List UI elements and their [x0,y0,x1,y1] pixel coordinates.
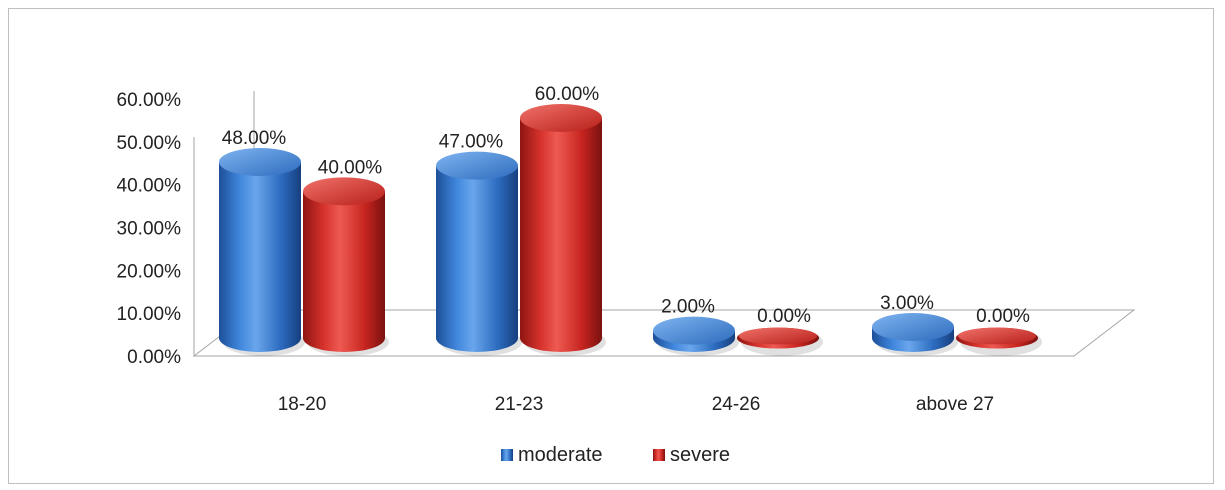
x-tick-label: 21-23 [495,394,544,415]
data-label: 47.00% [439,132,504,153]
y-tick-label: 40.00% [117,176,182,197]
legend-label: moderate [518,444,603,466]
bars [219,104,1042,356]
data-label: 2.00% [661,297,715,318]
y-tick-label: 30.00% [117,219,182,240]
legend: moderate severe [501,444,730,466]
bar-severe-21-23 [520,104,606,356]
bar-severe-above-27 [956,327,1042,356]
data-label: 3.00% [880,293,934,314]
data-label: 48.00% [222,128,287,149]
y-tick-label: 20.00% [117,261,182,282]
data-label: 60.00% [535,84,600,105]
y-tick-label: 10.00% [117,304,182,325]
bar-moderate-above-27 [872,313,958,356]
y-tick-label: 60.00% [117,90,182,111]
legend-swatch [501,449,513,461]
y-tick-label: 0.00% [127,347,181,368]
data-labels: 48.00% 40.00% 47.00% 60.00% 2.00% 0.00% 3.00% 0… [222,84,1030,327]
x-tick-label: above 27 [916,394,994,415]
data-label: 40.00% [318,157,383,178]
bar-moderate-18-20 [219,148,305,356]
bar-severe-24-26 [737,327,823,356]
data-label: 0.00% [757,306,811,327]
legend-item-moderate: moderate [501,444,603,466]
y-axis-ticks: 0.00% 10.00% 20.00% 30.00% 40.00% 50.00% 60.00… [117,90,182,368]
bar-severe-18-20 [303,177,389,356]
x-tick-label: 24-26 [712,394,761,415]
x-axis-labels: 18-20 21-23 24-26 above 27 [278,394,994,415]
chart-plot: 0.00% 10.00% 20.00% 30.00% 40.00% 50.00% 60.00… [117,84,1136,466]
legend-swatch [653,449,665,461]
bar-moderate-21-23 [436,151,522,356]
data-label: 0.00% [976,306,1030,327]
chart-frame: 0.00% 10.00% 20.00% 30.00% 40.00% 50.00% 60.00… [8,8,1214,484]
x-tick-label: 18-20 [278,394,327,415]
y-tick-label: 50.00% [117,133,182,154]
bar-moderate-24-26 [653,316,739,356]
legend-item-severe: severe [653,444,730,466]
legend-label: severe [670,444,730,466]
